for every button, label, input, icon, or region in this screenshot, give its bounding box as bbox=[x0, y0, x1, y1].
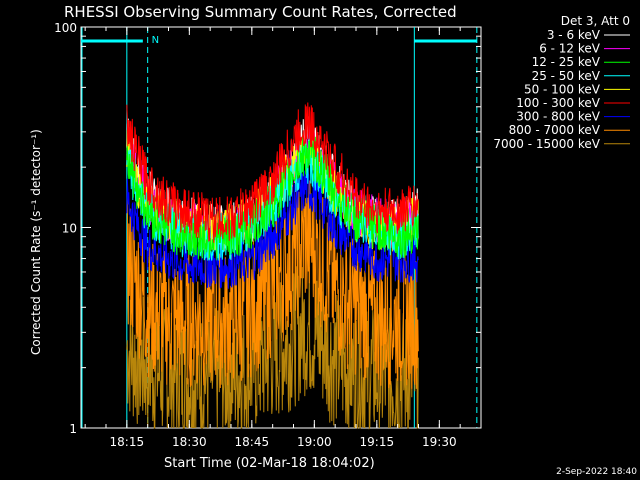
legend-label: 3 - 6 keV bbox=[547, 28, 601, 42]
y-tick-label: 10 bbox=[62, 222, 77, 236]
legend-label: 300 - 800 keV bbox=[516, 110, 600, 124]
x-tick-label: 19:15 bbox=[360, 435, 395, 449]
series-line bbox=[126, 180, 419, 389]
y-tick-label: 100 bbox=[54, 21, 77, 35]
chart-title: RHESSI Observing Summary Count Rates, Co… bbox=[64, 3, 457, 21]
series-line bbox=[126, 102, 419, 243]
y-axis: 1 10 100 bbox=[54, 21, 481, 436]
series-line bbox=[126, 266, 419, 430]
series-lines bbox=[126, 102, 419, 430]
y-axis-label: Corrected Count Rate (s⁻¹ detector⁻¹) bbox=[29, 129, 43, 355]
x-tick-label: 18:45 bbox=[235, 435, 270, 449]
legend-label: 100 - 300 keV bbox=[516, 96, 600, 110]
x-tick-label: 19:00 bbox=[297, 435, 332, 449]
x-tick-label: 19:30 bbox=[422, 435, 457, 449]
legend-header: Det 3, Att 0 bbox=[561, 14, 630, 28]
legend-label: 7000 - 15000 keV bbox=[493, 137, 600, 151]
legend-label: 800 - 7000 keV bbox=[509, 123, 601, 137]
x-axis: 18:15 18:30 18:45 19:00 19:15 19:30 bbox=[84, 27, 482, 449]
legend-label: 25 - 50 keV bbox=[532, 69, 601, 83]
x-tick-label: 18:15 bbox=[110, 435, 145, 449]
legend-label: 6 - 12 keV bbox=[539, 42, 601, 56]
x-axis-label: Start Time (02-Mar-18 18:04:02) bbox=[164, 456, 375, 471]
night-label: N bbox=[152, 35, 159, 46]
y-tick-label: 1 bbox=[69, 422, 77, 436]
legend-label: 12 - 25 keV bbox=[532, 55, 601, 69]
x-tick-label: 18:30 bbox=[172, 435, 207, 449]
legend-label: 50 - 100 keV bbox=[524, 82, 601, 96]
timestamp: 2-Sep-2022 18:40 bbox=[556, 467, 637, 477]
